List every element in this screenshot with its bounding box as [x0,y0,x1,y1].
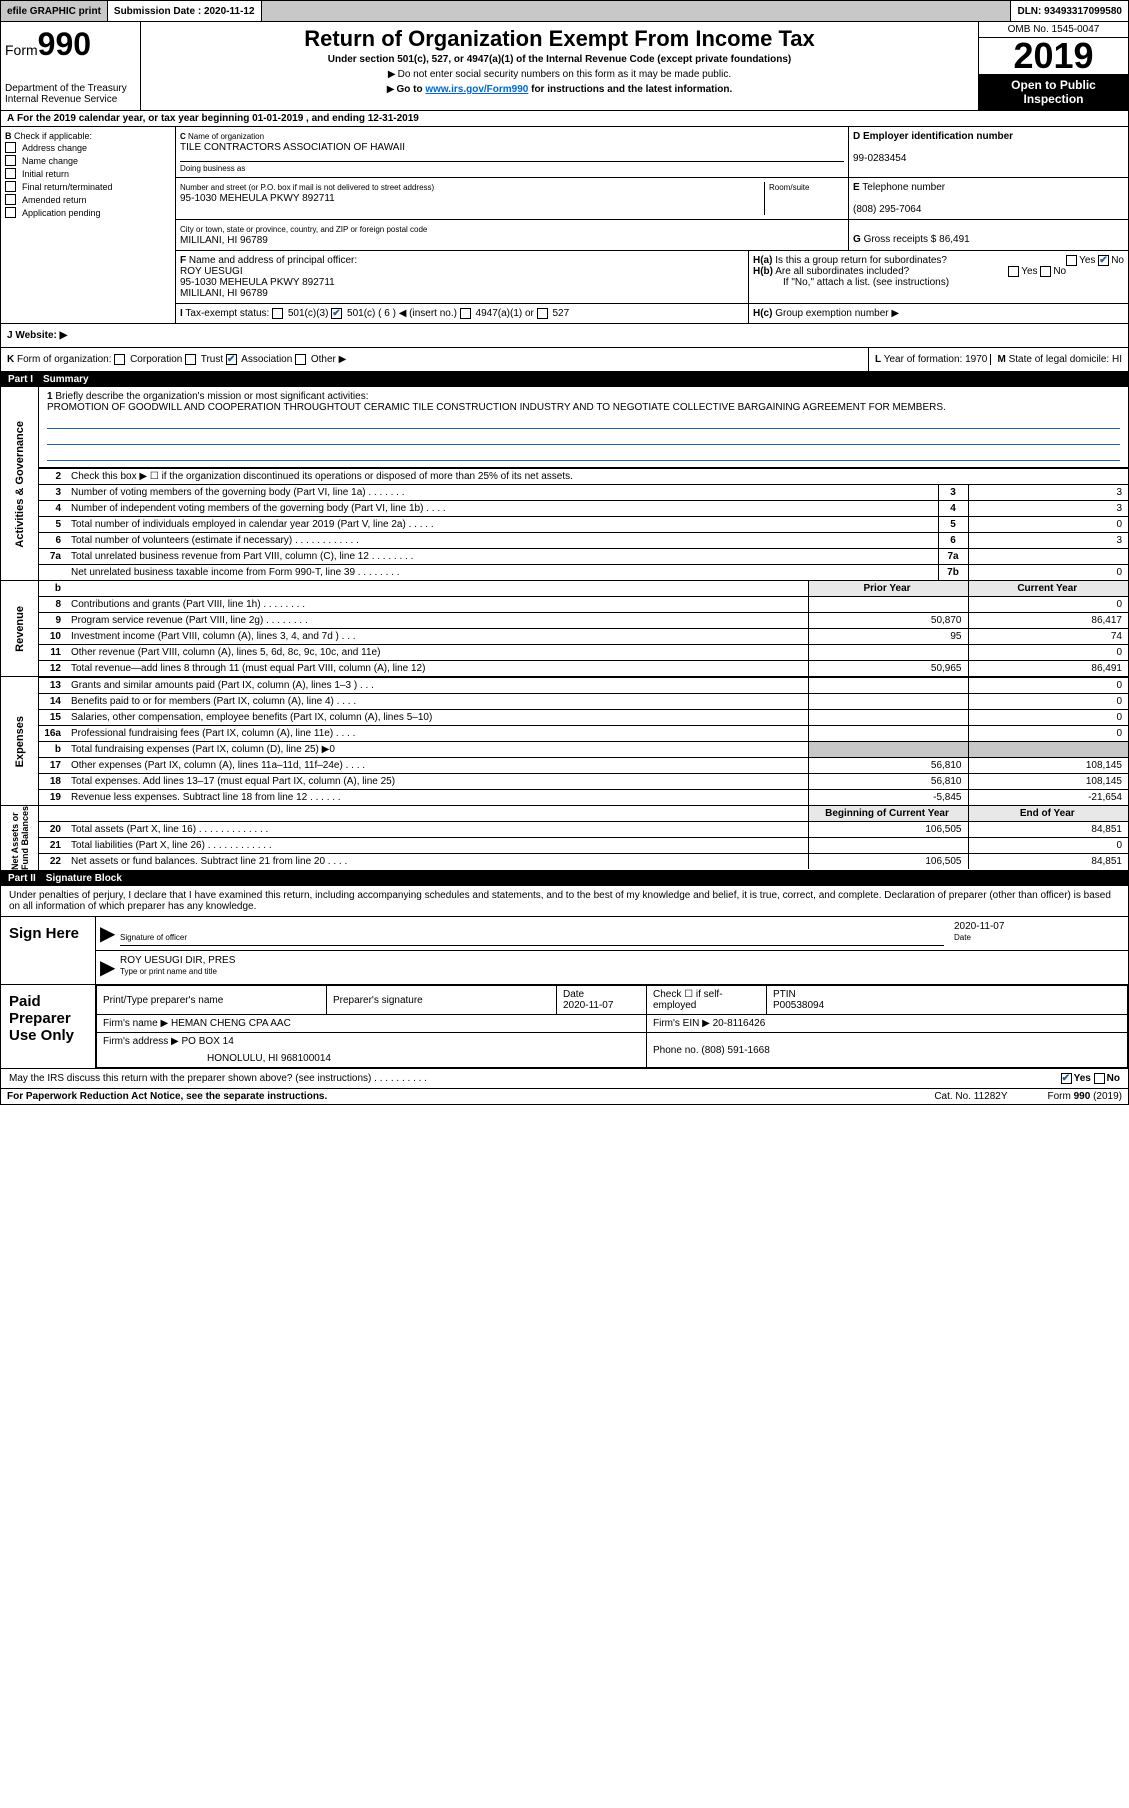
form-title: Return of Organization Exempt From Incom… [151,26,968,52]
discuss-row: May the IRS discuss this return with the… [0,1069,1129,1089]
efile-btn[interactable]: efile GRAPHIC print [1,1,108,21]
org-name: TILE CONTRACTORS ASSOCIATION OF HAWAII [180,142,405,153]
dln: DLN: 93493317099580 [1011,1,1128,21]
firm-ein: 20-8116426 [713,1018,766,1029]
vlabel-expenses: Expenses [14,716,26,767]
part2-header: Part II Signature Block [0,871,1129,886]
k-corp[interactable] [114,354,125,365]
form-word: Form [5,42,38,58]
discuss-no[interactable] [1094,1073,1105,1084]
sub3-post: for instructions and the latest informat… [528,84,732,95]
cb-pending[interactable] [5,207,16,218]
sign-here: Sign Here ▶ Signature of officer 2020-11… [0,917,1129,985]
k-assoc[interactable] [226,354,237,365]
part1-header: Part I Summary [0,372,1129,387]
k-trust[interactable] [185,354,196,365]
col-b: B Check if applicable: Address change Na… [1,127,176,323]
discuss-yes[interactable] [1061,1073,1072,1084]
expenses-section: Expenses 13Grants and similar amounts pa… [0,677,1129,806]
netassets-section: Net Assets orFund Balances Beginning of … [0,806,1129,871]
vlabel-actgov: Activities & Governance [14,421,26,548]
firm-name: HEMAN CHENG CPA AAC [171,1018,291,1029]
i-4947[interactable] [460,308,471,319]
hb-yes[interactable] [1008,266,1019,277]
gross-receipts: 86,491 [939,234,970,245]
cb-initial[interactable] [5,168,16,179]
top-bar: efile GRAPHIC print Submission Date : 20… [0,0,1129,22]
i-501c3[interactable] [272,308,283,319]
subdate-label: Submission Date : [114,6,201,17]
street: 95-1030 MEHEULA PKWY 892711 [180,193,335,204]
line-a: A For the 2019 calendar year, or tax yea… [0,111,1129,127]
tax-year: 2019 [979,38,1128,74]
declaration: Under penalties of perjury, I declare th… [0,886,1129,917]
activities-governance: Activities & Governance 1 Briefly descri… [0,387,1129,581]
i-527[interactable] [537,308,548,319]
cb-final[interactable] [5,181,16,192]
ein: 99-0283454 [853,153,906,164]
year-formation: 1970 [965,354,987,365]
form-number: 990 [38,26,91,62]
firm-phone: (808) 591-1668 [701,1045,769,1056]
form990-link[interactable]: www.irs.gov/Form990 [425,84,528,95]
k-other[interactable] [295,354,306,365]
row-k: K Form of organization: Corporation Trus… [0,348,1129,372]
cb-amended[interactable] [5,194,16,205]
vlabel-net: Net Assets orFund Balances [10,806,30,870]
cb-address[interactable] [5,142,16,153]
ptin: P00538094 [773,1000,824,1011]
cb-namechg[interactable] [5,155,16,166]
open-inspection: Open to Public Inspection [979,74,1128,110]
subtitle2: Do not enter social security numbers on … [151,69,968,80]
domicile: HI [1112,354,1122,365]
dept: Department of the Treasury Internal Reve… [5,83,136,105]
phone: (808) 295-7064 [853,204,921,215]
row-j: J Website: ▶ [0,324,1129,348]
section-b-g: B Check if applicable: Address change Na… [0,127,1129,324]
ha-no[interactable] [1098,255,1109,266]
subtitle1: Under section 501(c), 527, or 4947(a)(1)… [151,54,968,65]
ha-yes[interactable] [1066,255,1077,266]
form-header: Form990 Department of the Treasury Inter… [0,22,1129,111]
city: MILILANI, HI 96789 [180,235,268,246]
hb-no[interactable] [1040,266,1051,277]
paid-preparer: Paid Preparer Use Only Print/Type prepar… [0,985,1129,1069]
mission: PROMOTION OF GOODWILL AND COOPERATION TH… [47,402,946,413]
vlabel-revenue: Revenue [14,606,26,652]
officer-name: ROY UESUGI [180,266,243,277]
i-501c[interactable] [331,308,342,319]
subdate: 2020-11-12 [204,6,255,17]
revenue-section: Revenue bPrior YearCurrent Year 8Contrib… [0,581,1129,677]
page-footer: For Paperwork Reduction Act Notice, see … [0,1089,1129,1105]
sub3-pre: Go to [396,84,425,95]
officer-print: ROY UESUGI DIR, PRES [120,955,235,966]
